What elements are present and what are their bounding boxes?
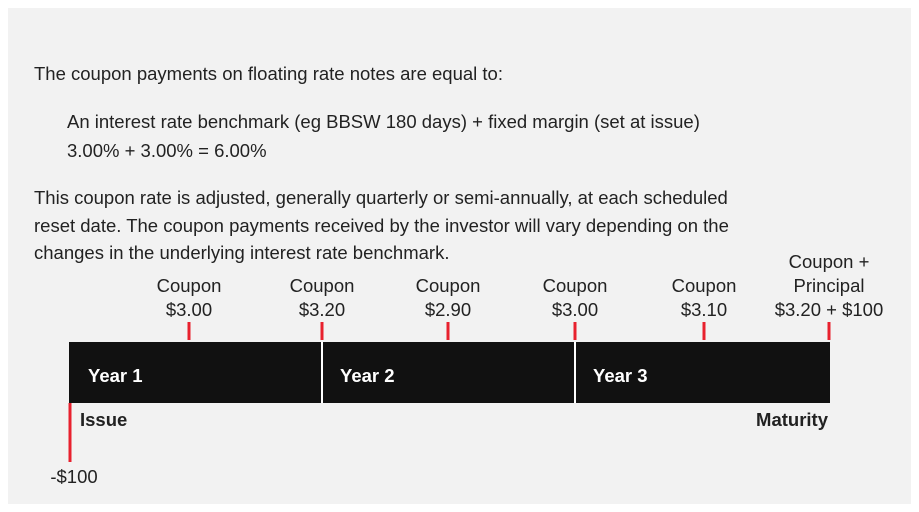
- paragraph-line: This coupon rate is adjusted, generally …: [34, 187, 728, 208]
- coupon-label: Coupon +: [789, 251, 870, 272]
- coupon-label: Coupon: [290, 275, 355, 296]
- coupon-label: Coupon: [416, 275, 481, 296]
- intro: The coupon payments on floating rate not…: [34, 63, 503, 84]
- investment-label: -$100: [50, 466, 97, 487]
- coupon-label: $3.00: [552, 299, 598, 320]
- coupon-label: $3.00: [166, 299, 212, 320]
- coupon-label: Coupon: [543, 275, 608, 296]
- coupon-label: $3.10: [681, 299, 727, 320]
- coupon-label: Coupon: [672, 275, 737, 296]
- maturity-label: Maturity: [756, 409, 829, 430]
- paragraph-line: reset date. The coupon payments received…: [34, 215, 729, 236]
- coupon-label: $2.90: [425, 299, 471, 320]
- coupon-label: $3.20: [299, 299, 345, 320]
- coupon-label: $3.20 + $100: [775, 299, 884, 320]
- coupon-label: Coupon: [157, 275, 222, 296]
- formula-line: 3.00% + 3.00% = 6.00%: [67, 140, 267, 161]
- year-label: Year 2: [340, 365, 395, 386]
- coupon-label: Principal: [794, 275, 865, 296]
- panel: [8, 8, 911, 504]
- issue-label: Issue: [80, 409, 127, 430]
- timeline-bar: [69, 342, 830, 403]
- formula-line: An interest rate benchmark (eg BBSW 180 …: [67, 111, 700, 132]
- paragraph-line: changes in the underlying interest rate …: [34, 242, 449, 263]
- year-label: Year 3: [593, 365, 648, 386]
- year-label: Year 1: [88, 365, 143, 386]
